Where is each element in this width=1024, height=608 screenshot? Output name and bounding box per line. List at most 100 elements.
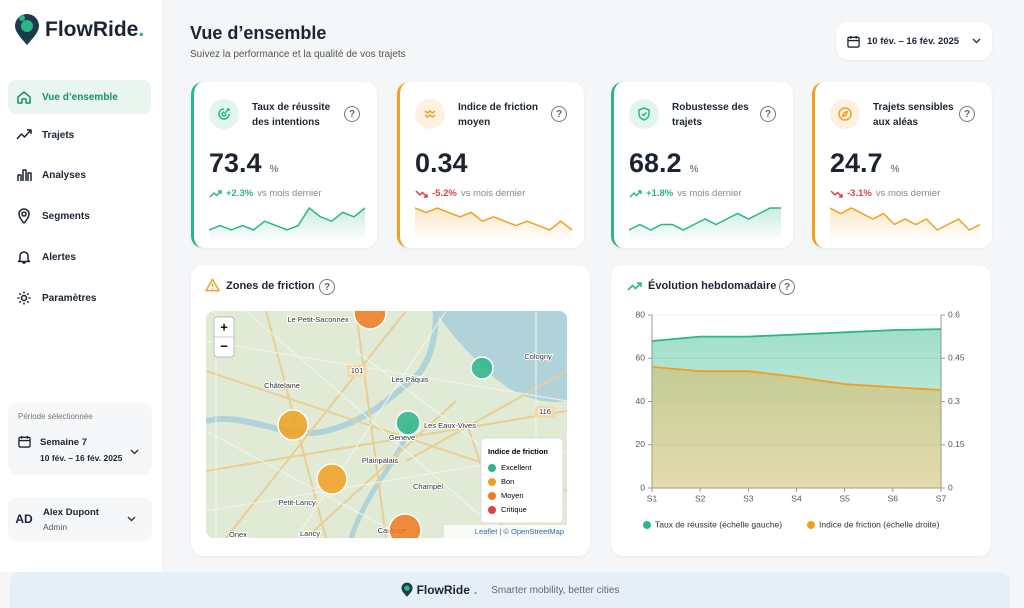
- user-box[interactable]: AD Alex Dupont Admin: [8, 497, 152, 541]
- icon-path: [18, 208, 30, 224]
- kpi-delta-value: -3.1%: [847, 188, 872, 199]
- lake: [436, 311, 567, 402]
- y-tick-label: 0: [640, 482, 645, 492]
- place-label: Champel: [413, 482, 443, 491]
- sparkline-area: [629, 208, 781, 242]
- zoom-out[interactable]: −: [220, 338, 228, 353]
- sparkline: [629, 207, 781, 242]
- trend-icon: [627, 282, 642, 291]
- sparkline: [209, 206, 365, 242]
- place-label: Genève: [389, 433, 415, 442]
- kpi-title: Robustesse des trajets: [672, 102, 749, 128]
- friction-marker[interactable]: [388, 513, 422, 538]
- nav-item[interactable]: Trajets: [8, 118, 151, 152]
- friction-marker[interactable]: [395, 410, 421, 436]
- logo-icon: [401, 582, 413, 597]
- y-tick-label: 20: [636, 439, 646, 449]
- x-tick-label: S6: [888, 493, 899, 503]
- kpi-card: Taux de réussite des intentions? 73.4% +2.…: [191, 82, 377, 248]
- place-label: Les Pâquis: [391, 375, 428, 384]
- place-label: Onex: [229, 530, 247, 538]
- chevron: [130, 449, 139, 455]
- nav-item[interactable]: Segments: [8, 199, 151, 233]
- legend-label: Bon: [501, 477, 514, 486]
- sparkline-area: [415, 208, 572, 242]
- zoom-in[interactable]: +: [220, 319, 228, 334]
- period-range: 10 fév. – 16 fév. 2025: [40, 453, 123, 463]
- help-icon[interactable]: ?: [760, 106, 776, 122]
- attribution: Leaflet | © OpenStreetMap: [475, 527, 564, 536]
- trend-arrow: [415, 189, 428, 198]
- kpi-title: Taux de réussite des intentions: [252, 102, 331, 128]
- legend-title: Indice de friction: [488, 447, 548, 456]
- map[interactable]: + − Le Petit-Saconnex Cologny Les Pâquis Ch…: [206, 311, 567, 538]
- chevron: [127, 516, 136, 522]
- nav-label: Trajets: [42, 129, 75, 141]
- nav-icon: [17, 251, 31, 264]
- y2-tick-label: 0.6: [948, 309, 960, 319]
- place-label: 116: [539, 407, 551, 416]
- help-icon[interactable]: ?: [344, 106, 360, 122]
- x-tick-label: S4: [791, 493, 802, 503]
- kpi-icon: [830, 99, 860, 129]
- calendar-icon: [847, 35, 860, 48]
- place-label: Le Petit-Saconnex: [287, 315, 349, 324]
- nav-icon: [17, 169, 32, 181]
- logo[interactable]: FlowRide.: [14, 14, 144, 46]
- kpi-value-row: 0.34: [415, 148, 468, 179]
- place-label: Les Eaux-Vives: [424, 421, 476, 430]
- help-icon[interactable]: ?: [551, 106, 567, 122]
- trend-arrow: [830, 189, 843, 198]
- arrow-path: [629, 189, 642, 198]
- sparkline: [415, 207, 572, 242]
- sparkline-line: [415, 207, 572, 231]
- nav-item[interactable]: Paramètres: [8, 281, 151, 315]
- nav-icon: [17, 291, 31, 305]
- legend-swatch: [643, 521, 651, 529]
- sparkline-line: [830, 207, 980, 231]
- nav-label: Paramètres: [42, 292, 97, 304]
- place-label: Plainpalais: [362, 456, 399, 465]
- nav-icon: [16, 129, 32, 140]
- nav-item[interactable]: Vue d’ensemble: [8, 80, 151, 114]
- y2-tick-label: 0.3: [948, 396, 960, 406]
- friction-marker[interactable]: [277, 409, 309, 441]
- icon: [838, 107, 852, 121]
- y2-tick-label: 0: [948, 482, 953, 492]
- friction-marker[interactable]: [353, 311, 387, 330]
- kpi-title: Trajets sensibles aux aléas: [873, 102, 954, 128]
- icon-path: [17, 291, 31, 305]
- kpi-delta-value: -5.2%: [432, 188, 457, 199]
- kpi-delta: -3.1% vs mois dernier: [830, 188, 940, 199]
- help-icon[interactable]: ?: [319, 279, 335, 295]
- kpi-delta: +2.3% vs mois dernier: [209, 188, 322, 199]
- kpi-card: Robustesse des trajets? 68.2% +1.8% vs mois…: [611, 82, 793, 248]
- chart-title: Évolution hebdomadaire: [648, 280, 777, 292]
- kpi-delta-value: +1.8%: [646, 188, 674, 199]
- kpi-value: 68.2: [629, 148, 682, 178]
- friction-marker[interactable]: [316, 463, 348, 495]
- icon-path: [16, 129, 32, 140]
- period-box[interactable]: Période sélectionnée Semaine 7 10 fév. –…: [8, 403, 152, 475]
- friction-marker[interactable]: [470, 356, 494, 380]
- icon-path: [17, 169, 32, 181]
- sidebar: FlowRide. Vue d’ensemble Trajets Analyses S…: [0, 0, 162, 572]
- legend-label: Taux de réussite (échelle gauche): [655, 519, 782, 529]
- nav-label: Vue d’ensemble: [42, 91, 118, 103]
- help-icon[interactable]: ?: [779, 279, 795, 295]
- nav-item[interactable]: Analyses: [8, 158, 151, 192]
- kpi-comparison: vs mois dernier: [677, 188, 742, 199]
- help-icon[interactable]: ?: [959, 106, 975, 122]
- legend-swatch: [488, 492, 496, 500]
- date-picker[interactable]: 10 fév. – 16 fév. 2025: [836, 22, 992, 60]
- series-line: [651, 328, 942, 342]
- y-tick-label: 40: [636, 396, 646, 406]
- sparkline-area: [209, 208, 365, 242]
- page-subtitle: Suivez la performance et la qualité de v…: [190, 49, 406, 60]
- user-initials: AD: [15, 512, 33, 526]
- icon: [424, 110, 436, 118]
- icon: [638, 107, 650, 121]
- legend-swatch: [488, 478, 496, 486]
- nav-item[interactable]: Alertes: [8, 240, 151, 274]
